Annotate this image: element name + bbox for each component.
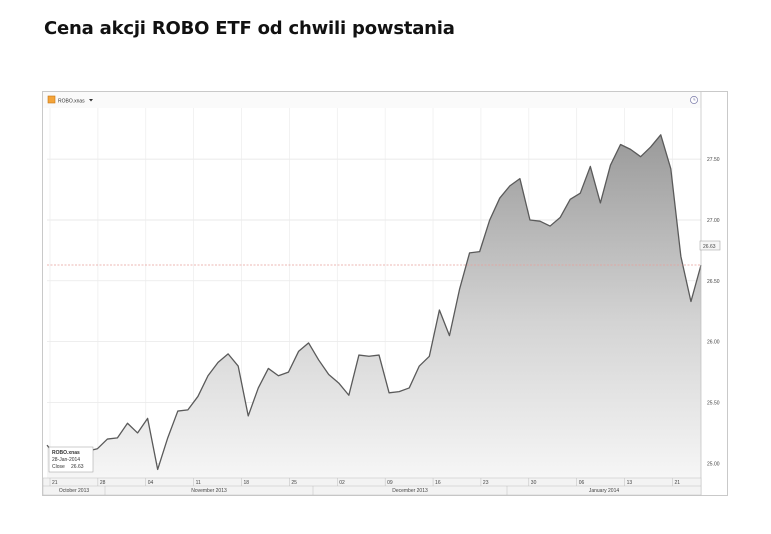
x-tick-label: 02 — [339, 480, 345, 486]
page-title: Cena akcji ROBO ETF od chwili powstania — [44, 18, 455, 39]
chart-toolbar: ROBO.xnas — [43, 92, 701, 108]
price-area-fill — [47, 134, 701, 478]
ticker-dropdown-icon[interactable] — [89, 99, 93, 102]
chart-axes: 25.00 25.50 26.00 26.50 27.00 27.50 21 28 04 11 18… — [43, 92, 720, 496]
x-tick-label: 23 — [483, 480, 489, 486]
x-tick-label: 06 — [579, 480, 585, 486]
y-tick-label: 27.00 — [707, 218, 720, 224]
month-label: November 2013 — [191, 488, 227, 494]
tooltip-date: 28-Jan-2014 — [52, 457, 80, 463]
price-chart-svg: ROBO.xnas 25.00 25.50 26.00 26.50 27.00 27.50… — [43, 92, 721, 496]
price-line — [46, 134, 702, 471]
x-tick-label: 13 — [627, 480, 633, 486]
tooltip-symbol: ROBO.xnas — [52, 450, 80, 456]
chart-logo-icon — [47, 95, 56, 104]
x-tick-label: 30 — [531, 480, 537, 486]
ticker-label[interactable]: ROBO.xnas — [58, 99, 85, 105]
x-tick-label: 04 — [148, 480, 154, 486]
last-price-label: 26.63 — [703, 244, 716, 250]
x-tick-label: 18 — [244, 480, 250, 486]
y-tick-label: 27.50 — [707, 157, 720, 163]
y-tick-label: 25.00 — [707, 461, 720, 467]
last-price-flag: 26.63 — [699, 240, 721, 251]
x-tick-label: 28 — [100, 480, 106, 486]
y-tick-label: 25.50 — [707, 401, 720, 407]
x-tick-label: 25 — [291, 480, 297, 486]
x-tick-label: 21 — [52, 480, 58, 486]
y-tick-label: 26.50 — [707, 279, 720, 285]
x-axis-band — [43, 477, 702, 496]
price-area — [46, 134, 702, 478]
clock-hands — [693, 97, 696, 101]
x-tick-label: 09 — [387, 480, 393, 486]
x-tick-label: 11 — [196, 480, 201, 486]
tooltip-close-value: 26.63 — [71, 464, 84, 470]
data-tooltip: ROBO.xnas 28-Jan-2014 Close 26.63 — [48, 446, 94, 473]
month-label: December 2013 — [392, 488, 428, 494]
price-chart: ROBO.xnas 25.00 25.50 26.00 26.50 27.00 27.50… — [42, 91, 728, 496]
x-tick-label: 16 — [435, 480, 441, 486]
month-label: October 2013 — [59, 488, 90, 494]
y-tick-label: 26.00 — [707, 340, 720, 346]
month-label: January 2014 — [589, 488, 620, 494]
x-tick-label: 21 — [674, 480, 680, 486]
tooltip-close-label: Close — [52, 464, 65, 470]
